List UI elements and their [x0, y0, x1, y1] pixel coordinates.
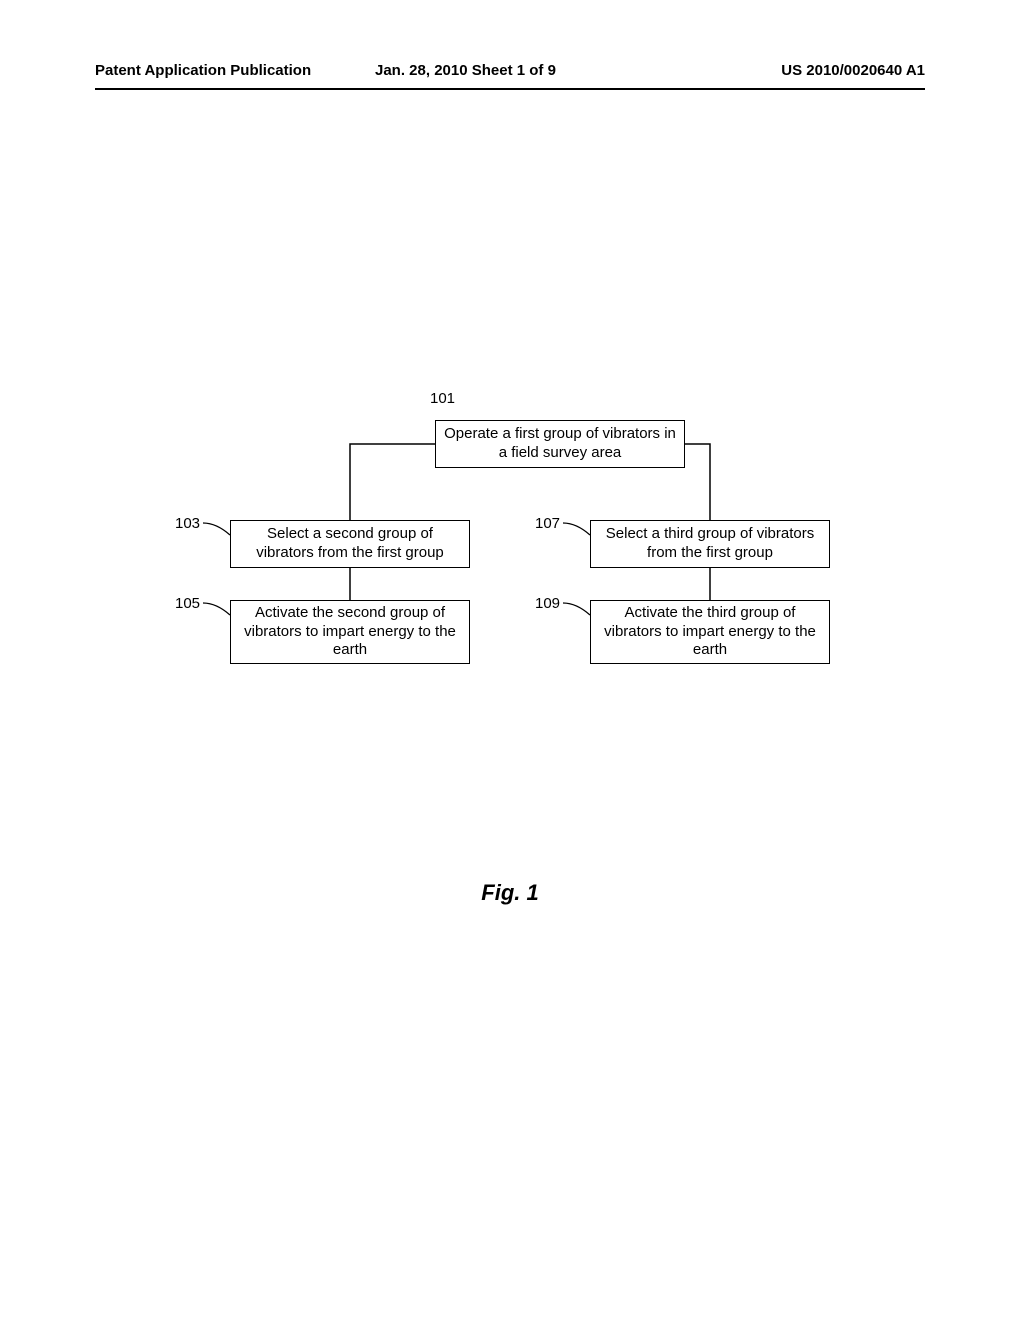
header-right: US 2010/0020640 A1 [781, 62, 925, 79]
figure-caption: Fig. 1 [95, 880, 925, 906]
reference-leader-105 [203, 603, 230, 615]
flowchart-node-101: Operate a first group of vibrators in a … [435, 420, 685, 468]
reference-label-107: 107 [535, 515, 560, 532]
flowchart-node-107: Select a third group of vibrators from t… [590, 520, 830, 568]
flowchart-edge [685, 444, 710, 520]
flowchart-edges [135, 420, 895, 740]
header-center: Jan. 28, 2010 Sheet 1 of 9 [375, 62, 556, 79]
page-header: Patent Application Publication Jan. 28, … [95, 60, 925, 90]
reference-leader-103 [203, 523, 230, 535]
flowchart-node-103: Select a second group of vibrators from … [230, 520, 470, 568]
flowchart-diagram: Operate a first group of vibrators in a … [135, 420, 895, 740]
reference-leader-109 [563, 603, 590, 615]
reference-label-109: 109 [535, 595, 560, 612]
flowchart-node-105: Activate the second group of vibrators t… [230, 600, 470, 664]
reference-label-103: 103 [175, 515, 200, 532]
reference-leader-107 [563, 523, 590, 535]
flowchart-node-109: Activate the third group of vibrators to… [590, 600, 830, 664]
flowchart-edge [350, 444, 435, 520]
reference-label-105: 105 [175, 595, 200, 612]
reference-label-101: 101 [430, 390, 455, 407]
patent-page: Patent Application Publication Jan. 28, … [95, 60, 925, 1260]
header-left: Patent Application Publication [95, 62, 311, 79]
